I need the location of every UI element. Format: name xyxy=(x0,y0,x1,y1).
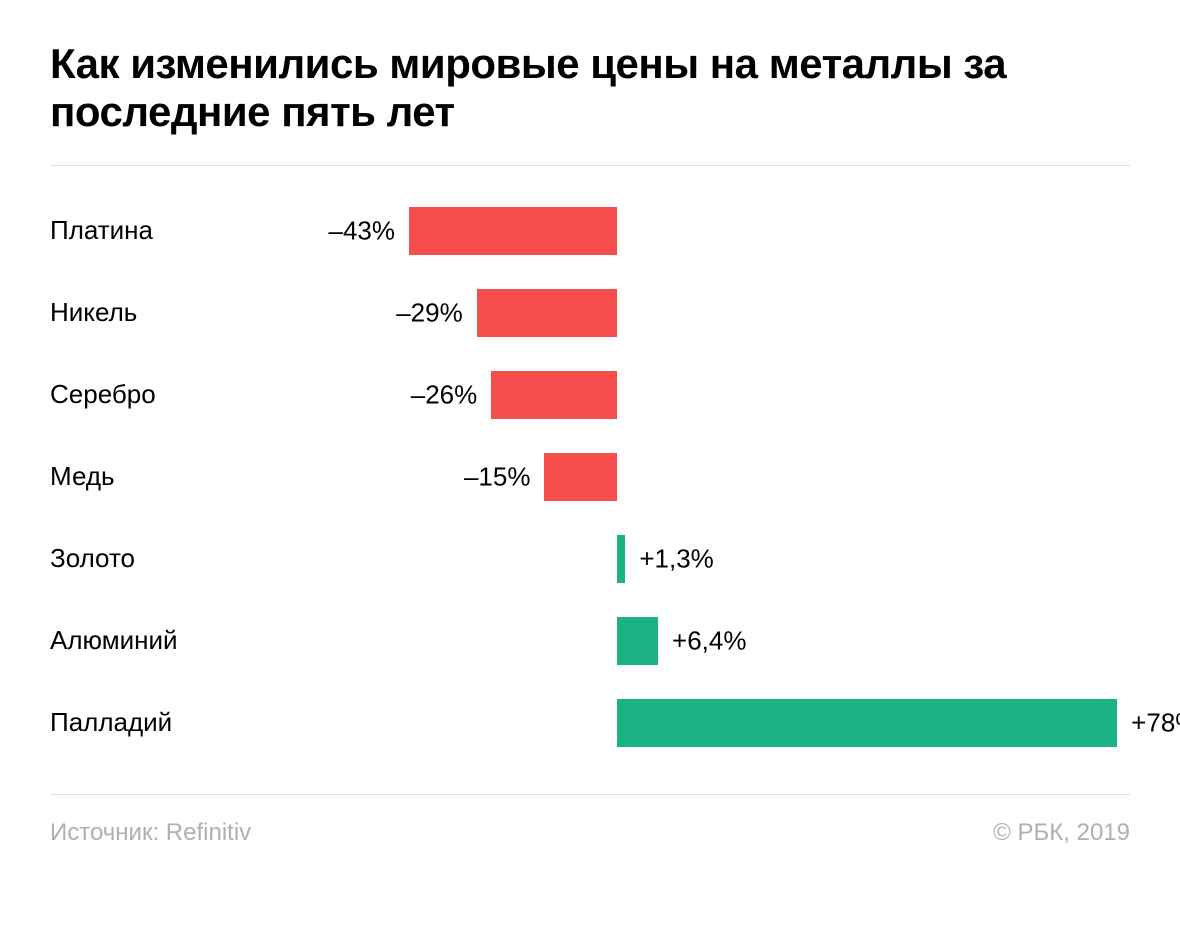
bar-area: +6,4% xyxy=(230,617,1130,665)
value-label: +1,3% xyxy=(639,543,713,574)
chart-title: Как изменились мировые цены на металлы з… xyxy=(50,40,1130,137)
chart-row: Никель –29% xyxy=(50,272,1130,354)
bar-area: –26% xyxy=(230,371,1130,419)
copyright-text: © РБК, 2019 xyxy=(993,819,1130,847)
category-label: Серебро xyxy=(50,379,230,410)
value-label: –43% xyxy=(329,215,396,246)
chart-row: Серебро –26% xyxy=(50,354,1130,436)
bar xyxy=(617,699,1117,747)
category-label: Платина xyxy=(50,215,230,246)
chart-row: Платина –43% xyxy=(50,190,1130,272)
value-label: –26% xyxy=(411,379,478,410)
top-divider xyxy=(50,165,1130,166)
category-label: Палладий xyxy=(50,707,230,738)
bar-area: –15% xyxy=(230,453,1130,501)
value-label: +6,4% xyxy=(672,625,746,656)
value-label: +78% xyxy=(1131,707,1180,738)
bar-chart: Платина –43% Никель –29% Серебро –26% Медь –15%… xyxy=(50,190,1130,764)
value-label: –15% xyxy=(464,461,531,492)
category-label: Медь xyxy=(50,461,230,492)
category-label: Золото xyxy=(50,543,230,574)
chart-footer: Источник: Refinitiv © РБК, 2019 xyxy=(50,819,1130,847)
category-label: Алюминий xyxy=(50,625,230,656)
category-label: Никель xyxy=(50,297,230,328)
bar-area: +78% xyxy=(230,699,1130,747)
bar-area: +1,3% xyxy=(230,535,1130,583)
bar xyxy=(491,371,617,419)
chart-row: Золото +1,3% xyxy=(50,518,1130,600)
bar-area: –29% xyxy=(230,289,1130,337)
bar xyxy=(409,207,617,255)
chart-row: Медь –15% xyxy=(50,436,1130,518)
chart-row: Палладий+78% xyxy=(50,682,1130,764)
bar-area: –43% xyxy=(230,207,1130,255)
value-label: –29% xyxy=(396,297,463,328)
chart-row: Алюминий +6,4% xyxy=(50,600,1130,682)
bar xyxy=(617,535,625,583)
bottom-divider xyxy=(50,794,1130,795)
source-text: Источник: Refinitiv xyxy=(50,819,251,847)
bar xyxy=(544,453,617,501)
bar xyxy=(477,289,617,337)
bar xyxy=(617,617,658,665)
